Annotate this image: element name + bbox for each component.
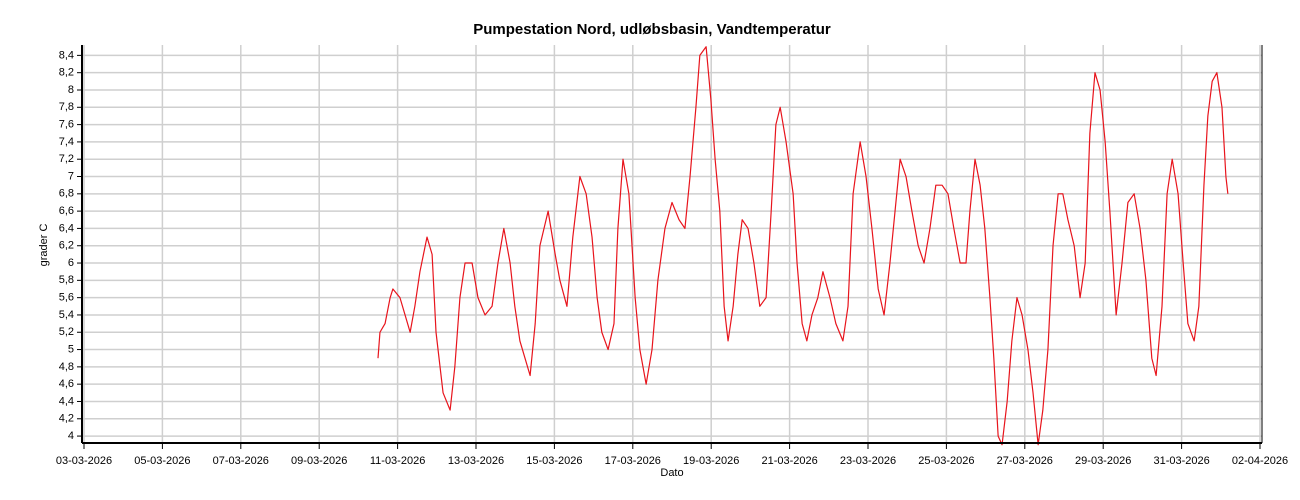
axes: 4 4,2 4,4 4,6 4,8 5 5,2 5,4 5,6 5,8 6 6,2 6,4 6,6 6,8 7…: [56, 45, 1288, 467]
y-tick-label: 4,8: [59, 361, 74, 373]
y-tick-label: 4,6: [59, 378, 74, 390]
grid: [82, 45, 1262, 443]
y-tick-label: 7,2: [59, 153, 74, 165]
y-tick-label: 6,4: [59, 222, 74, 234]
y-tick-label: 8: [68, 84, 74, 96]
x-axis-label: Dato: [660, 467, 683, 479]
y-tick-label: 6: [68, 257, 74, 269]
y-tick-label: 6,2: [59, 240, 74, 252]
plot: [377, 46, 1229, 446]
y-tick-label: 8,2: [59, 67, 74, 79]
x-tick-label: 07-03-2026: [213, 455, 269, 467]
x-tick-label: 25-03-2026: [918, 455, 974, 467]
y-tick-label: 6,8: [59, 188, 74, 200]
y-tick-label: 7: [68, 170, 74, 182]
x-tick-label: 27-03-2026: [997, 455, 1053, 467]
y-tick-label: 4,2: [59, 413, 74, 425]
data-line: [377, 46, 1229, 446]
x-tick-label: 05-03-2026: [134, 455, 190, 467]
x-tick-label: 15-03-2026: [526, 455, 582, 467]
x-tick-label: 29-03-2026: [1075, 455, 1131, 467]
x-tick-label: 09-03-2026: [291, 455, 347, 467]
y-tick-label: 5,6: [59, 292, 74, 304]
x-tick-label: 11-03-2026: [370, 455, 425, 467]
y-tick-label: 7,6: [59, 119, 74, 131]
y-tick-label: 4,4: [59, 395, 74, 407]
y-tick-label: 4: [68, 430, 74, 442]
y-tick-label: 6,6: [59, 205, 74, 217]
chart-title: Pumpestation Nord, udløbsbasin, Vandtemp…: [473, 21, 831, 38]
y-tick-label: 5,8: [59, 274, 74, 286]
y-tick-label: 5,2: [59, 326, 74, 338]
x-tick-label: 03-03-2026: [56, 455, 112, 467]
x-tick-label: 17-03-2026: [605, 455, 661, 467]
y-tick-label: 7,4: [59, 136, 74, 148]
x-tick-label: 23-03-2026: [840, 455, 896, 467]
x-tick-label: 02-04-2026: [1232, 455, 1288, 467]
x-tick-label: 19-03-2026: [683, 455, 739, 467]
x-tick-label: 13-03-2026: [448, 455, 504, 467]
x-tick-label: 21-03-2026: [761, 455, 817, 467]
x-tick-label: 31-03-2026: [1153, 455, 1209, 467]
y-tick-label: 8,4: [59, 49, 74, 61]
y-tick-label: 5,4: [59, 309, 74, 321]
y-tick-label: 7,8: [59, 101, 74, 113]
y-axis-label: grader C: [38, 224, 50, 267]
y-tick-label: 5: [68, 343, 74, 355]
